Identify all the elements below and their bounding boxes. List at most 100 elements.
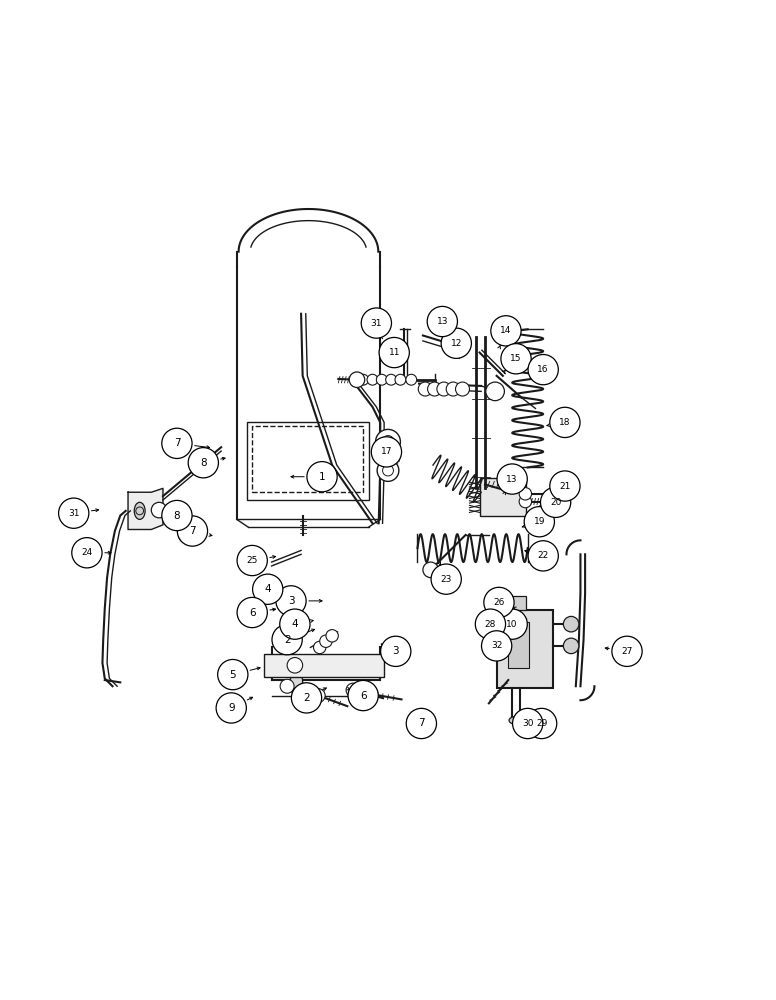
Circle shape [456,382,469,396]
Text: 28: 28 [485,620,496,629]
Circle shape [528,541,558,571]
Text: 13: 13 [507,475,518,484]
Circle shape [346,683,360,697]
Circle shape [380,636,411,666]
Circle shape [501,344,531,374]
Text: 7: 7 [189,526,196,536]
Circle shape [563,616,579,632]
Circle shape [612,636,643,666]
Text: 32: 32 [491,641,502,650]
Circle shape [237,545,267,576]
Circle shape [431,564,461,594]
Polygon shape [128,488,163,529]
Circle shape [519,495,532,508]
Text: 3: 3 [288,596,294,606]
Circle shape [320,635,332,647]
Circle shape [349,372,365,387]
Circle shape [549,407,580,438]
Text: 17: 17 [381,447,392,456]
Text: 10: 10 [507,620,518,629]
Text: 31: 31 [371,319,382,328]
Circle shape [376,429,400,454]
Circle shape [178,527,194,543]
Circle shape [379,337,410,368]
Text: 27: 27 [622,647,632,656]
Circle shape [188,448,219,478]
Circle shape [252,574,282,604]
Ellipse shape [134,502,145,519]
Text: 8: 8 [200,458,206,468]
Ellipse shape [509,717,523,724]
Text: 6: 6 [249,608,255,618]
Circle shape [362,308,392,338]
Circle shape [481,631,512,661]
Circle shape [216,693,247,723]
Circle shape [423,562,438,578]
Circle shape [437,382,451,396]
Circle shape [307,462,337,492]
Text: 25: 25 [247,556,258,565]
Circle shape [395,374,406,385]
Circle shape [563,638,579,654]
Circle shape [358,374,369,385]
Circle shape [58,498,88,528]
Text: 16: 16 [538,365,549,374]
Circle shape [326,630,338,642]
Circle shape [314,641,326,654]
Bar [512,596,526,610]
Bar [497,610,553,688]
Text: 19: 19 [534,517,545,526]
Circle shape [526,708,556,739]
Text: 18: 18 [559,418,570,427]
Bar [508,622,529,668]
Text: 13: 13 [437,317,448,326]
Text: 29: 29 [536,719,547,728]
Text: 12: 12 [451,339,462,348]
Circle shape [513,708,543,739]
Circle shape [367,374,378,385]
Text: 7: 7 [418,718,424,728]
Text: 21: 21 [559,482,570,491]
Circle shape [446,382,460,396]
Circle shape [428,382,442,396]
Circle shape [486,382,504,401]
Circle shape [292,683,322,713]
Text: 26: 26 [494,598,504,607]
Bar [247,422,369,500]
Circle shape [272,625,303,655]
Circle shape [376,374,387,385]
Text: 11: 11 [389,348,400,357]
Text: 3: 3 [393,646,399,656]
Circle shape [161,500,192,531]
Circle shape [540,487,570,517]
Text: 15: 15 [511,354,521,363]
Circle shape [386,374,397,385]
Circle shape [279,609,310,639]
Circle shape [287,658,303,673]
Text: 2: 2 [284,635,290,645]
Circle shape [475,609,506,639]
Text: 20: 20 [550,498,561,507]
Circle shape [406,374,417,385]
Circle shape [497,609,527,639]
Text: 9: 9 [228,703,234,713]
Text: 24: 24 [81,548,92,557]
Ellipse shape [290,669,303,696]
Text: 7: 7 [174,438,180,448]
Text: 22: 22 [538,551,549,560]
Circle shape [276,586,306,616]
Circle shape [217,659,248,690]
Text: 23: 23 [441,575,452,584]
Circle shape [497,464,527,494]
Circle shape [441,328,471,358]
Text: 4: 4 [265,584,271,594]
Circle shape [519,488,532,500]
Text: 31: 31 [68,509,79,518]
Text: 4: 4 [292,619,298,629]
Circle shape [418,382,432,396]
Circle shape [549,471,580,501]
Text: 5: 5 [230,670,236,680]
Text: 6: 6 [360,691,366,701]
Circle shape [161,428,192,458]
Circle shape [151,502,167,518]
